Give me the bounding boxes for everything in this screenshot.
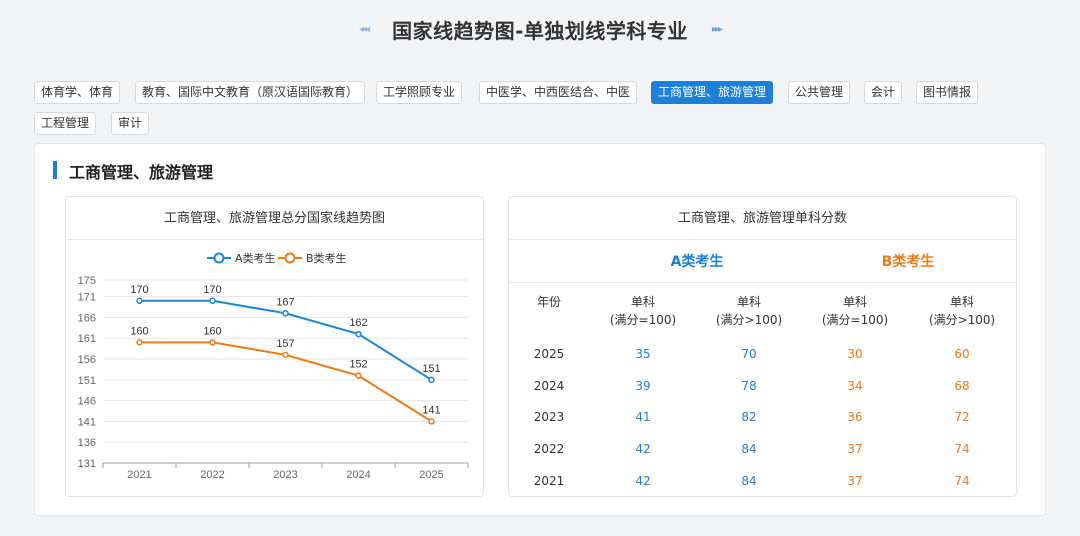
data-point [136,297,143,305]
score-table-card: 工商管理、旅游管理单科分数 A类考生 B类考生 年份 单科 (满分=100) 单科 (满… [508,196,1017,497]
table-score-cell: 42 [635,473,651,488]
table-score-cell: 60 [954,347,970,361]
page-title: 国家线趋势图-单独划线学科专业 [392,18,688,43]
data-label: 160 [130,325,148,337]
data-label: 152 [349,359,367,371]
data-point [136,339,143,346]
table-score-cell: 78 [741,378,757,393]
table-score-cell: 72 [954,410,970,425]
tab-engineering-care[interactable]: 工学照顾专业 [376,81,463,104]
tab-public-admin[interactable]: 公共管理 [788,81,851,104]
legend-marker [284,252,296,264]
table-year-cell: 2025 [533,347,565,361]
y-tick-label: 131 [78,458,96,470]
table-score-cell: 30 [847,347,863,361]
data-point [355,330,362,338]
data-point [428,376,435,384]
table-score-cell: 74 [954,473,970,488]
legend-label: B类考生 [306,251,347,265]
y-tick-label: 175 [78,275,96,287]
section-title: 工商管理、旅游管理 [69,163,214,182]
table-score-cell: 84 [741,442,757,457]
group-a-label: A类考生 [670,254,724,270]
data-point [209,297,216,305]
table-year-cell: 2023 [533,410,565,425]
table-header-cell: 单科 (满分=100) [609,295,677,327]
right-arrows-icon: ▸▸▸ [711,23,723,35]
y-tick-label: 136 [78,437,96,449]
x-tick-label: 2023 [273,469,297,481]
table-score-cell: 35 [635,347,651,361]
table-card-title: 工商管理、旅游管理单科分数 [509,197,1016,240]
section-accent-bar [53,161,57,179]
table-header-cell: 单科 (满分>100) [928,295,996,327]
table-score-cell: 84 [741,473,757,488]
table-score-cell: 74 [954,442,970,457]
tab-audit[interactable]: 审计 [111,112,150,135]
left-arrows-icon: ◂◂◂ [359,23,370,35]
content-panel: 工商管理、旅游管理 工商管理、旅游管理总分国家线趋势图 131 136 141 146… [34,143,1046,516]
y-tick-label: 141 [78,416,96,428]
data-label: 157 [276,338,294,350]
table-score-cell: 34 [847,378,863,393]
tab-tcm[interactable]: 中医学、中西医结合、中医 [479,81,638,104]
x-tick-label: 2021 [127,469,151,481]
table-score-cell: 70 [741,347,757,361]
legend-label: A类考生 [235,251,276,265]
chart-card-title: 工商管理、旅游管理总分国家线趋势图 [66,197,483,240]
table-score-cell: 36 [847,410,863,425]
tab-education[interactable]: 教育、国际中文教育（原汉语国际教育） [135,81,366,104]
tab-business-tourism[interactable]: 工商管理、旅游管理 [651,81,774,104]
table-score-cell: 39 [635,378,651,393]
table-year-cell: 2024 [533,378,565,393]
y-tick-label: 171 [78,292,96,304]
table-year-cell: 2022 [533,442,565,457]
table-score-cell: 37 [847,473,863,488]
table-score-cell: 41 [635,410,651,425]
group-b-label: B类考生 [881,254,935,270]
x-tick-label: 2025 [419,469,443,481]
data-label: 151 [422,363,440,375]
data-point [428,418,435,425]
tab-sports[interactable]: 体育学、体育 [34,81,121,104]
y-tick-label: 151 [78,375,96,387]
y-tick-label: 146 [78,396,96,408]
trend-chart: 131 136 141 146 151 156 161 166 171 175 2021 2022 20… [78,251,469,481]
data-label: 162 [349,317,367,329]
data-label: 170 [130,284,148,296]
trend-chart-card: 工商管理、旅游管理总分国家线趋势图 131 136 141 146 151 156 161 1… [65,196,484,497]
y-tick-label: 166 [78,312,96,324]
group-header-row: A类考生 B类考生 [509,241,1016,283]
table-header-cell: 单科 (满分>100) [715,295,783,327]
page-header: ◂◂◂ 国家线趋势图-单独划线学科专业 ▸▸▸ [0,14,1080,44]
tab-accounting[interactable]: 会计 [864,81,903,104]
y-tick-label: 156 [78,354,96,366]
table-header-cell: 单科 (满分=100) [821,295,889,327]
table-score-cell: 42 [635,442,651,457]
data-label: 167 [276,296,294,308]
table-score-cell: 82 [741,410,757,425]
tab-library-info[interactable]: 图书情报 [916,81,979,104]
table-year-cell: 2021 [533,473,565,488]
legend-marker [213,252,225,264]
tab-engineering-mgmt[interactable]: 工程管理 [34,112,97,135]
data-point [282,351,289,359]
data-point [282,310,289,317]
table-header-cell: 年份 [536,295,561,309]
data-label: 141 [422,404,440,416]
x-tick-label: 2022 [200,469,224,481]
data-label: 170 [203,284,221,296]
y-tick-label: 161 [78,333,96,345]
data-point [355,372,362,379]
data-point [209,339,216,346]
data-label: 160 [203,325,221,337]
x-tick-label: 2024 [346,469,370,481]
table-score-cell: 68 [954,378,970,393]
table-score-cell: 37 [847,442,863,457]
